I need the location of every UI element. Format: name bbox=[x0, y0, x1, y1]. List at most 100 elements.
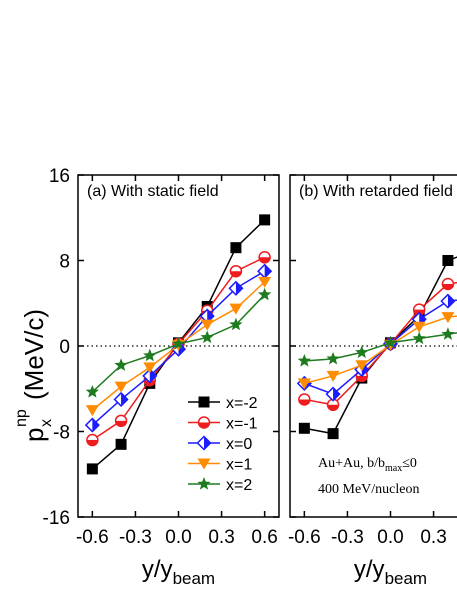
marker bbox=[230, 242, 242, 254]
marker bbox=[298, 422, 310, 434]
marker-shape bbox=[355, 360, 369, 372]
x-tick-label: -0.6 bbox=[76, 527, 109, 548]
marker bbox=[142, 368, 158, 384]
marker-shape bbox=[298, 422, 310, 434]
marker-fill bbox=[333, 387, 340, 401]
marker-shape bbox=[171, 336, 186, 350]
x-axis-label: y/ybeam bbox=[354, 556, 427, 588]
marker bbox=[196, 435, 212, 451]
y-label-sub: x bbox=[38, 419, 55, 427]
x-tick-label: 0.0 bbox=[165, 527, 191, 548]
marker bbox=[326, 370, 340, 382]
marker-fill bbox=[298, 399, 310, 405]
marker-shape bbox=[297, 378, 311, 390]
marker bbox=[325, 386, 341, 402]
x-tick-label: 0.3 bbox=[420, 527, 446, 548]
marker bbox=[229, 303, 243, 315]
marker bbox=[441, 327, 455, 340]
marker-fill bbox=[149, 369, 157, 383]
x-tick-label: -0.6 bbox=[288, 527, 321, 548]
marker-shape bbox=[197, 477, 211, 490]
marker-shape bbox=[198, 396, 210, 408]
marker bbox=[257, 263, 273, 279]
marker bbox=[143, 348, 157, 362]
marker-shape bbox=[85, 405, 99, 417]
y-label-unit: (MeV/c) bbox=[19, 309, 49, 400]
marker-shape bbox=[442, 255, 454, 266]
marker-shape bbox=[258, 276, 272, 288]
marker bbox=[114, 381, 128, 393]
y-tick-label: 8 bbox=[59, 252, 70, 273]
marker bbox=[171, 336, 186, 350]
marker-fill bbox=[207, 309, 214, 323]
marker-fill bbox=[92, 418, 99, 432]
x-label-sub: beam bbox=[385, 569, 428, 588]
marker bbox=[228, 280, 244, 296]
marker bbox=[441, 312, 455, 324]
plot-frame bbox=[77, 174, 280, 518]
marker bbox=[440, 293, 456, 309]
marker-shape bbox=[143, 348, 157, 362]
marker-shape bbox=[114, 381, 128, 393]
marker-fill bbox=[198, 422, 210, 428]
marker bbox=[114, 358, 128, 371]
y-tick-label: 16 bbox=[49, 166, 70, 187]
marker-shape bbox=[85, 384, 100, 398]
marker bbox=[297, 353, 312, 367]
marker-fill bbox=[121, 392, 128, 406]
marker bbox=[197, 416, 211, 429]
marker-shape bbox=[197, 458, 211, 470]
annotation: Au+Au, b/bmax≤0 bbox=[318, 456, 417, 474]
marker bbox=[442, 255, 454, 266]
x-axis-label: y/ybeam bbox=[142, 556, 215, 588]
marker bbox=[441, 277, 455, 291]
annotation-part: max bbox=[385, 463, 402, 474]
plot-frame bbox=[289, 174, 457, 518]
marker-shape bbox=[86, 463, 98, 475]
marker-fill bbox=[447, 294, 455, 308]
x-tick-label: 0.6 bbox=[251, 527, 277, 548]
marker bbox=[85, 384, 100, 398]
marker bbox=[114, 414, 128, 428]
marker bbox=[198, 396, 210, 408]
legend-label: x=2 bbox=[226, 477, 252, 494]
marker bbox=[229, 264, 243, 278]
marker bbox=[326, 351, 340, 365]
marker-fill bbox=[442, 284, 454, 290]
marker bbox=[84, 417, 100, 433]
marker-shape bbox=[257, 287, 272, 301]
marker bbox=[86, 433, 99, 447]
x-tick-label: 0.3 bbox=[208, 527, 234, 548]
marker-shape bbox=[229, 317, 243, 331]
series-line bbox=[304, 315, 457, 385]
legend-label: x=-2 bbox=[226, 395, 258, 412]
marker-fill bbox=[327, 404, 339, 411]
panel-title: (b) With retarded field bbox=[299, 183, 453, 200]
marker-shape bbox=[230, 242, 242, 254]
marker-fill bbox=[86, 440, 98, 446]
marker-shape bbox=[326, 351, 340, 365]
marker-shape bbox=[115, 438, 127, 450]
y-tick-label: -16 bbox=[43, 508, 70, 529]
marker bbox=[257, 287, 272, 301]
marker bbox=[258, 251, 271, 264]
x-label-text: y/y bbox=[354, 556, 385, 583]
marker bbox=[85, 405, 99, 417]
legend-label: x=-1 bbox=[226, 416, 258, 433]
y-tick-label: -8 bbox=[53, 423, 70, 444]
x-tick-label: -0.3 bbox=[331, 527, 364, 548]
annotation-part: ≤0 bbox=[402, 456, 417, 471]
marker-fill bbox=[204, 436, 211, 450]
marker-shape bbox=[297, 353, 312, 367]
marker-shape bbox=[412, 321, 426, 333]
panel-title: (a) With static field bbox=[87, 183, 219, 200]
marker-shape bbox=[143, 362, 157, 374]
marker-fill bbox=[356, 375, 368, 382]
marker-fill bbox=[115, 420, 127, 427]
marker-shape bbox=[441, 327, 455, 340]
annotation-part: Au+Au, b/b bbox=[318, 456, 385, 471]
marker bbox=[113, 391, 129, 407]
y-tick-label: 0 bbox=[59, 337, 70, 358]
